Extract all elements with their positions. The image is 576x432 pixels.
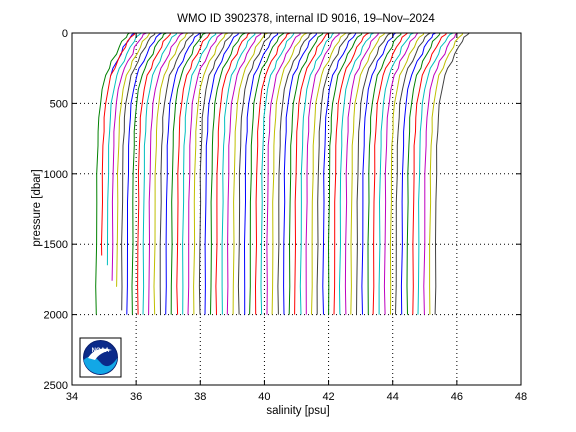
profile-line [137, 32, 171, 315]
y-tick-label: 0 [62, 28, 68, 40]
profile-line [322, 32, 357, 315]
profile-line [327, 32, 363, 315]
profile-line [266, 32, 301, 315]
axes: 34 36 38 40 42 44 46 48 0 500 1000 1500 2000 2500 [44, 28, 528, 403]
x-tick-label: 34 [66, 391, 78, 403]
profile-line [429, 32, 463, 315]
profile-line [356, 32, 392, 315]
x-tick-label: 42 [322, 391, 334, 403]
profile-line [344, 32, 379, 315]
plot-frame [71, 32, 522, 386]
profile-line [159, 32, 194, 315]
profile-line [271, 32, 308, 315]
profile-line [311, 32, 347, 315]
profile-line [243, 32, 279, 315]
y-tick-label: 500 [50, 98, 68, 110]
profile-line [237, 32, 273, 315]
profile-line [95, 32, 130, 315]
profile-line [350, 32, 386, 315]
profile-series [95, 32, 470, 315]
profile-line [210, 32, 246, 315]
x-tick-label: 46 [451, 391, 463, 403]
profile-line [372, 32, 408, 315]
x-tick-label: 44 [387, 391, 399, 403]
profile-line [395, 32, 431, 315]
profile-line [176, 32, 211, 315]
profile-line [165, 32, 201, 315]
profile-line [389, 33, 424, 315]
profile-line [400, 32, 437, 315]
profile-line [142, 32, 178, 315]
profile-line [110, 32, 136, 76]
profile-line [126, 32, 162, 315]
profile-line [406, 32, 441, 315]
noaa-logo: NOAA [79, 337, 122, 378]
logo-text: NOAA [92, 348, 110, 354]
profile-line [254, 32, 291, 315]
profile-line [182, 32, 217, 315]
chart-title: WMO ID 3902378, internal ID 9016, 19–Nov… [177, 13, 435, 25]
x-tick-label: 40 [258, 391, 270, 403]
profile-line [417, 32, 454, 315]
profile-line [294, 32, 330, 315]
logo-bird [88, 348, 112, 360]
profile-line [249, 32, 285, 315]
x-tick-label: 36 [130, 391, 142, 403]
profile-line [423, 32, 459, 315]
profile-line [260, 32, 295, 315]
y-tick-label: 2500 [44, 380, 68, 392]
profile-line [153, 32, 189, 315]
profile-line [383, 32, 419, 315]
profile-line [288, 32, 324, 315]
profile-line [434, 32, 470, 315]
profile-line [283, 32, 317, 315]
logo-sea [83, 356, 118, 374]
profile-line [378, 32, 414, 315]
profile-line [361, 32, 397, 315]
profile-line [204, 32, 239, 315]
profile-line [316, 32, 352, 315]
profile-line [100, 32, 135, 256]
profile-line [412, 32, 447, 315]
profile-line [193, 32, 229, 315]
y-tick-label: 1500 [44, 239, 68, 251]
profile-line [148, 32, 184, 315]
profile-line [121, 32, 156, 311]
x-axis-label: salinity [psu] [266, 405, 329, 417]
profile-line [131, 32, 167, 315]
profile-line [215, 32, 251, 315]
x-tick-label: 48 [515, 391, 527, 403]
profile-line [116, 32, 151, 287]
profile-line [170, 32, 207, 315]
profile-line [226, 32, 262, 315]
profile-line [221, 32, 256, 315]
x-tick-label: 38 [194, 391, 206, 403]
y-tick-label: 1000 [44, 169, 68, 181]
profile-line [187, 32, 224, 315]
profile-line [338, 32, 375, 315]
profile-line [106, 32, 142, 266]
y-axis-label: pressure [dbar] [31, 169, 43, 246]
y-tick-label: 2000 [44, 310, 68, 322]
profile-line [232, 32, 269, 315]
profile-line [198, 32, 233, 315]
profile-line [277, 32, 313, 315]
profile-line [367, 32, 402, 315]
profile-line [299, 32, 335, 315]
profile-line [111, 32, 147, 281]
profile-line [333, 32, 370, 315]
profile-line [305, 32, 340, 315]
